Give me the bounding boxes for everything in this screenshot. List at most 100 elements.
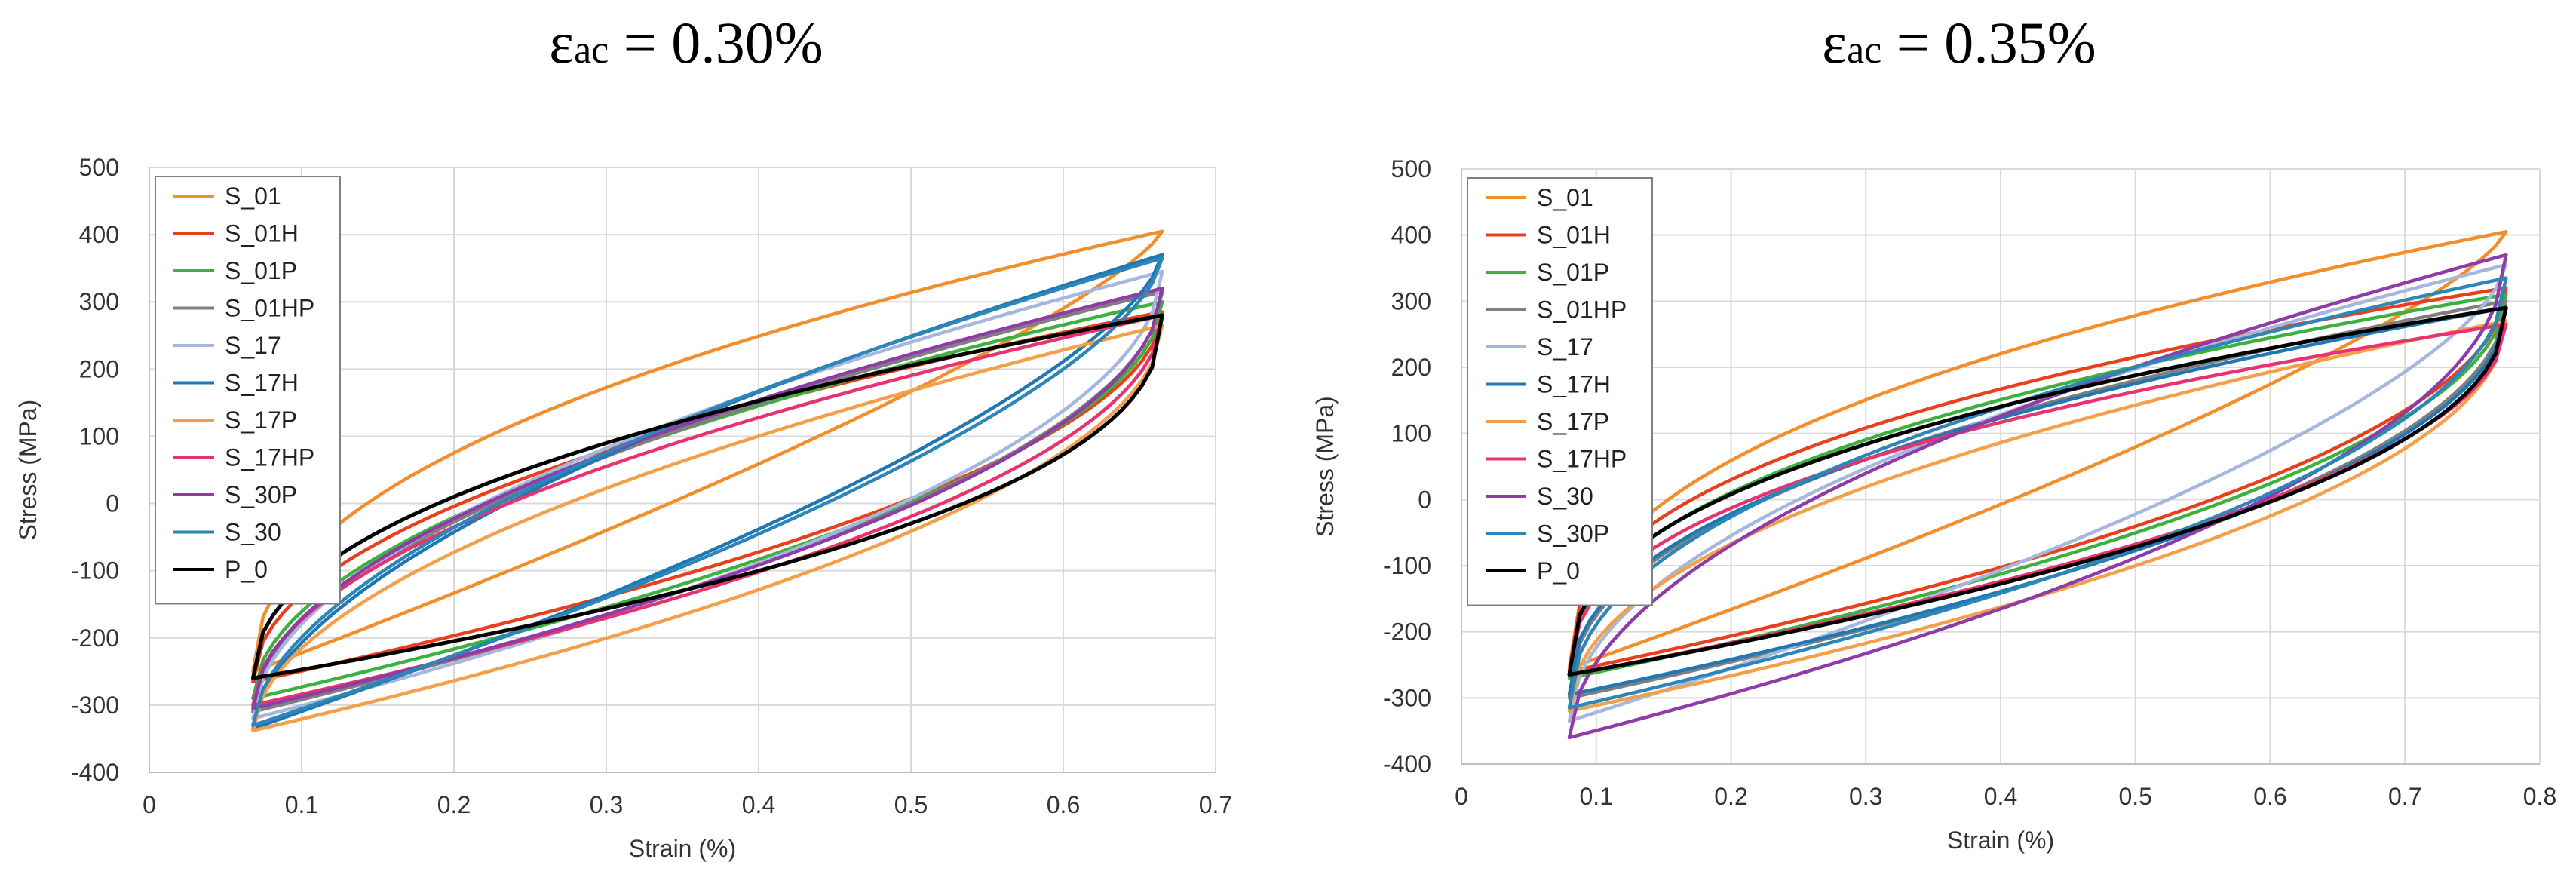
legend-label: S_30P <box>225 481 297 508</box>
chart-panel-right: εac = 0.35% 0 0.1 0.2 0.3 0.4 0.5 0.6 0.7 0.8 -40… <box>1297 0 2576 896</box>
legend-label: S_17HP <box>1537 446 1627 473</box>
series-line-s-01 <box>251 229 1164 674</box>
chart-title-subscript: ac <box>574 29 609 72</box>
x-tick-label: 0.3 <box>1849 783 1882 810</box>
legend-label: S_01P <box>1537 259 1609 286</box>
x-tick-labels: 0 0.1 0.2 0.3 0.4 0.5 0.6 0.7 <box>143 791 1232 818</box>
legend-label: S_01H <box>225 220 299 247</box>
y-tick-label: 500 <box>1391 155 1431 183</box>
y-axis-title: Stress (MPa) <box>1311 396 1339 537</box>
chart-title-subscript: ac <box>1847 29 1882 72</box>
x-tick-label: 0.6 <box>2253 783 2286 810</box>
stress-strain-chart: 0 0.1 0.2 0.3 0.4 0.5 0.6 0.7 -400 -300 -200 -100 0 1… <box>14 154 1232 862</box>
y-tick-label: 200 <box>1391 354 1431 381</box>
x-tick-label: 0.5 <box>2119 783 2152 810</box>
stress-strain-chart: 0 0.1 0.2 0.3 0.4 0.5 0.6 0.7 0.8 -400 -300 -200 -10… <box>1311 155 2556 854</box>
legend-label: P_0 <box>1537 557 1580 585</box>
legend-label: S_17H <box>225 370 299 397</box>
x-axis-title: Strain (%) <box>629 835 736 862</box>
x-tick-label: 0.1 <box>1580 783 1613 810</box>
series-line-s-30 <box>251 256 1164 727</box>
series-line-s-17p <box>251 324 1164 733</box>
legend-label: S_17H <box>1537 371 1611 398</box>
series-line-p-0 <box>250 313 1164 680</box>
legend-label: S_17 <box>1537 333 1593 361</box>
y-tick-label: 200 <box>79 355 119 382</box>
legend-label: S_17HP <box>225 444 314 471</box>
series-line-s-30 <box>1567 253 2508 740</box>
y-tick-label: -400 <box>1383 750 1431 778</box>
chart-title-epsilon: ε <box>549 10 575 75</box>
series-line-s-01hp <box>251 290 1164 714</box>
series-line-s-01h <box>1567 286 2508 674</box>
y-tick-label: -100 <box>71 557 119 585</box>
y-tick-label: 500 <box>79 154 119 181</box>
x-tick-label: 0.1 <box>285 791 318 818</box>
chart-panel-left: εac = 0.30% 0 0.1 0.2 0.3 0.4 0.5 0.6 0.7 -400 -3… <box>0 0 1282 896</box>
y-tick-label: 100 <box>1391 420 1431 447</box>
y-tick-label: -200 <box>71 624 119 652</box>
y-tick-label: -400 <box>71 759 119 786</box>
series-group <box>1567 230 2508 740</box>
x-tick-label: 0.6 <box>1047 791 1080 818</box>
legend-label: P_0 <box>225 556 268 583</box>
series-line-s-17 <box>1567 262 2508 723</box>
y-tick-labels: -400 -300 -200 -100 0 100 200 300 400 500 <box>1383 155 1431 778</box>
gridlines <box>149 167 1216 773</box>
legend-label: S_17 <box>225 332 281 359</box>
y-tick-label: 400 <box>79 221 119 248</box>
x-axis-title: Strain (%) <box>1947 827 2054 854</box>
chart-title: εac = 0.35% <box>1297 9 2576 77</box>
y-tick-label: 400 <box>1391 222 1431 249</box>
chart-title: εac = 0.30% <box>0 9 1282 77</box>
y-tick-label: 0 <box>1418 486 1431 513</box>
chart-title-epsilon: ε <box>1822 10 1848 75</box>
x-tick-label: 0.4 <box>1984 783 2017 810</box>
legend-label: S_30P <box>1537 520 1609 548</box>
series-line-p-0 <box>1567 305 2508 677</box>
x-tick-label: 0.3 <box>590 791 623 818</box>
legend-label: S_01HP <box>1537 296 1627 324</box>
legend-label: S_01H <box>1537 222 1611 249</box>
y-tick-label: -100 <box>1383 552 1431 579</box>
legend-label: S_30 <box>225 519 281 546</box>
legend-label: S_01HP <box>225 295 314 322</box>
series-line-s-17hp <box>251 313 1164 707</box>
chart-title-value: = 0.35% <box>1881 10 2096 75</box>
legend: S_01 S_01H S_01P S_01HP S_17 S_17H S_17P S_17HP… <box>155 176 341 605</box>
y-tick-labels: -400 -300 -200 -100 0 100 200 300 400 500 <box>71 154 119 786</box>
legend-label: S_01 <box>1537 184 1593 211</box>
series-line-s-01p <box>1567 293 2508 680</box>
y-tick-label: -300 <box>71 692 119 719</box>
y-tick-label: 300 <box>79 288 119 315</box>
series-line-s-30p <box>1567 276 2508 710</box>
legend-label: S_30 <box>1537 483 1593 510</box>
series-line-s-01 <box>1567 230 2508 670</box>
series-group <box>250 229 1164 733</box>
y-tick-label: -200 <box>1383 618 1431 646</box>
y-tick-label: 300 <box>1391 287 1431 315</box>
x-tick-label: 0.4 <box>742 791 775 818</box>
x-tick-label: 0.8 <box>2523 783 2556 810</box>
y-tick-label: 0 <box>106 490 119 517</box>
series-line-s-17p <box>1567 319 2508 713</box>
x-tick-label: 0 <box>1455 783 1468 810</box>
series-line-s-01h <box>251 310 1164 683</box>
legend: S_01 S_01H S_01P S_01HP S_17 S_17H S_17P S_17HP… <box>1467 177 1653 606</box>
x-tick-label: 0.2 <box>437 791 471 818</box>
legend-label: S_01 <box>225 183 281 210</box>
y-axis-title: Stress (MPa) <box>14 400 41 541</box>
chart-title-value: = 0.30% <box>609 10 823 75</box>
series-line-s-30p <box>251 287 1164 710</box>
legend-label: S_17P <box>1537 408 1609 435</box>
x-tick-labels: 0 0.1 0.2 0.3 0.4 0.5 0.6 0.7 0.8 <box>1455 783 2556 810</box>
legend-label: S_17P <box>225 407 297 434</box>
legend-label: S_01P <box>225 257 297 284</box>
x-tick-label: 0.5 <box>894 791 928 818</box>
y-tick-label: -300 <box>1383 684 1431 711</box>
y-tick-label: 100 <box>79 422 119 450</box>
x-tick-label: 0.7 <box>2388 783 2421 810</box>
x-tick-label: 0 <box>143 791 156 818</box>
x-tick-label: 0.7 <box>1199 791 1232 818</box>
x-tick-label: 0.2 <box>1714 783 1747 810</box>
